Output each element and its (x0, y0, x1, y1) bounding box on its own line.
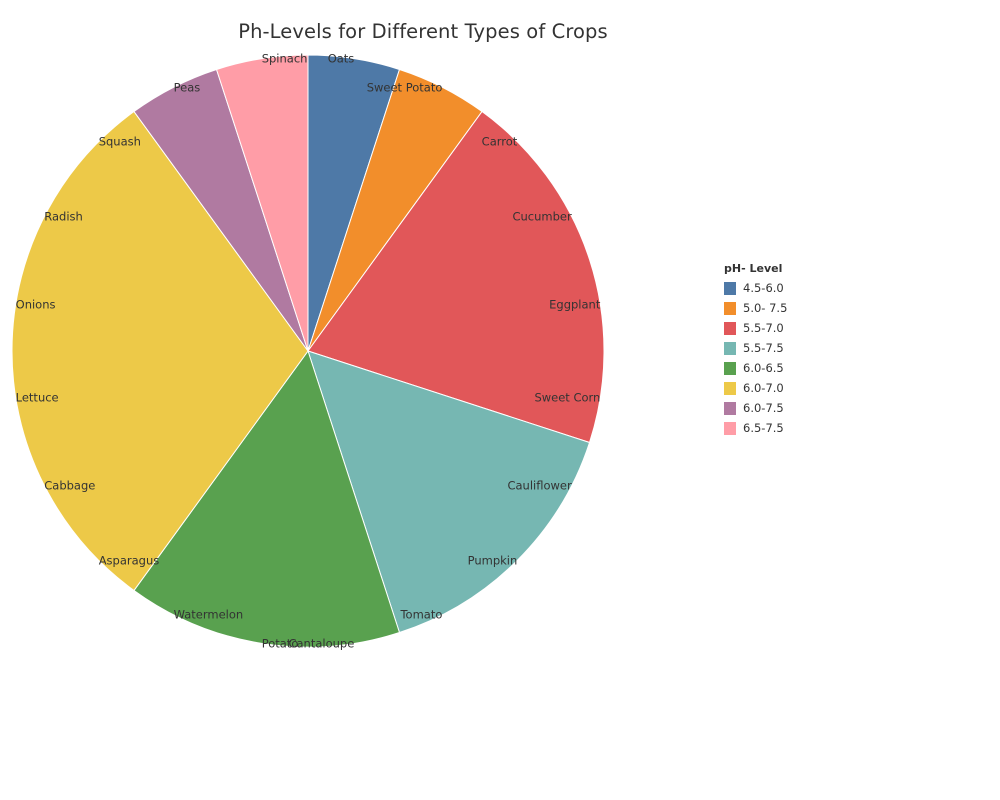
crop-label: Cantaloupe (288, 636, 354, 650)
legend-items: 4.5-6.0 5.0- 7.5 5.5-7.0 5.5-7.5 6.0-6.5 6.0-… (724, 278, 787, 438)
crop-label: Pumpkin (468, 553, 518, 567)
legend-label: 6.0-7.5 (743, 401, 784, 415)
legend-item: 6.0-7.0 (724, 378, 787, 398)
crop-label: Potato (262, 636, 299, 650)
legend-swatch (724, 401, 736, 415)
legend-swatch (724, 421, 736, 435)
legend-item: 4.5-6.0 (724, 278, 787, 298)
legend-swatch (724, 381, 736, 395)
legend-label: 5.0- 7.5 (743, 301, 788, 315)
crop-label: Sweet Potato (367, 80, 443, 94)
pie-slice-8 (215, 54, 309, 352)
crop-label: Eggplant (549, 298, 601, 312)
crop-label: Cucumber (512, 210, 572, 224)
legend-swatch (724, 301, 736, 315)
pie-slice-5 (133, 349, 401, 648)
legend-title: pH- Level (724, 262, 783, 275)
crop-label: Squash (99, 135, 141, 149)
crop-label: Peas (174, 80, 201, 94)
legend-label: 6.0-6.5 (743, 361, 784, 375)
legend-label: 4.5-6.0 (743, 281, 784, 295)
legend-item: 6.0-6.5 (724, 358, 787, 378)
crop-label: Spinach (262, 52, 308, 66)
pie-slice-4 (307, 350, 591, 634)
legend-item: 5.0- 7.5 (724, 298, 787, 318)
legend-label: 6.0-7.0 (743, 381, 784, 395)
crop-label: Lettuce (16, 390, 59, 404)
crop-label: Radish (44, 210, 83, 224)
legend-label: 5.5-7.0 (743, 321, 784, 335)
legend-item: 6.0-7.5 (724, 398, 787, 418)
legend-swatch (724, 321, 736, 335)
legend-swatch (724, 341, 736, 355)
pie-labels: Oats Sweet Potato Carrot Cucumber Eggplant Sw… (16, 52, 601, 651)
chart-title: Ph-Levels for Different Types of Crops (238, 20, 608, 43)
crop-label: Oats (328, 52, 355, 66)
crop-label: Cabbage (44, 478, 95, 492)
legend-item: 6.5-7.5 (724, 418, 787, 438)
legend-swatch (724, 281, 736, 295)
pie-slice-3 (307, 110, 605, 444)
crop-label: Sweet Corn (534, 390, 600, 404)
legend-item: 5.5-7.0 (724, 318, 787, 338)
legend-label: 5.5-7.5 (743, 341, 784, 355)
crop-label: Onions (16, 298, 56, 312)
crop-label: Carrot (482, 135, 518, 149)
pie-slice-6 (11, 110, 309, 592)
crop-label: Cauliflower (507, 478, 572, 492)
legend: pH- Level 4.5-6.0 5.0- 7.5 5.5-7.0 5.5-7.5 6… (724, 262, 787, 438)
legend-label: 6.5-7.5 (743, 421, 784, 435)
legend-item: 5.5-7.5 (724, 338, 787, 358)
pie-slices (11, 54, 605, 648)
crop-label: Asparagus (99, 553, 160, 567)
crop-label: Tomato (399, 608, 442, 622)
legend-swatch (724, 361, 736, 375)
crop-label: Watermelon (174, 608, 244, 622)
